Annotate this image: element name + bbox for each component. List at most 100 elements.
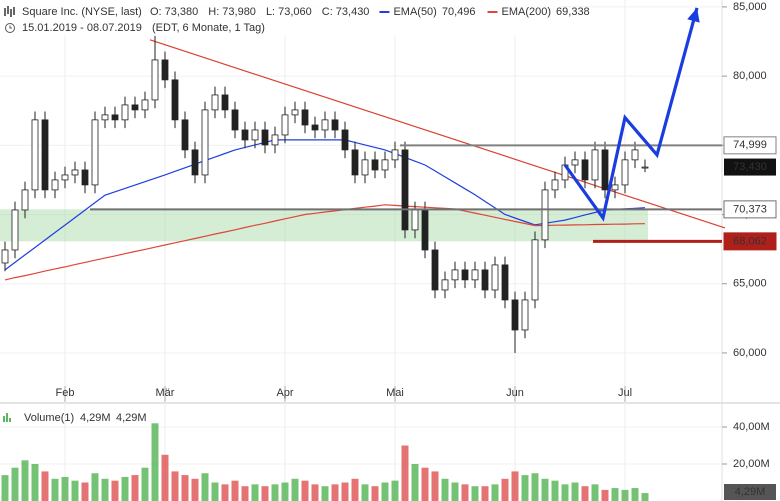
volume-bar — [281, 482, 289, 501]
candle-body — [581, 159, 589, 181]
candle-body — [191, 149, 199, 176]
volume-bar — [541, 478, 549, 501]
volume-bar — [321, 486, 329, 501]
volume-bar — [71, 480, 79, 501]
volume-bar — [411, 464, 419, 501]
candle-body — [431, 249, 439, 291]
x-tick-label: Jul — [618, 387, 632, 399]
candle-body — [291, 109, 299, 116]
volume-bar — [61, 476, 69, 501]
volume-bar — [81, 482, 89, 501]
y-tick-label: 60,000 — [733, 347, 767, 359]
candle-body — [251, 129, 259, 141]
volume-bar — [361, 484, 369, 501]
y-tick-label: 20,00M — [733, 458, 770, 470]
candle-body — [351, 149, 359, 176]
candle-body — [611, 184, 619, 191]
volume-bar — [251, 484, 259, 501]
candle-body — [311, 124, 319, 131]
volume-bar — [521, 475, 529, 501]
candle-body — [521, 299, 529, 331]
candle-body — [551, 179, 559, 191]
legend-value: 69,338 — [556, 6, 590, 18]
candle-body — [371, 159, 379, 171]
ema-line — [4, 204, 646, 281]
volume-bar — [471, 486, 479, 501]
candle-body — [71, 169, 79, 176]
candle-body — [121, 104, 129, 121]
volume-bar — [201, 473, 209, 501]
candle-body — [1, 249, 9, 264]
candle-body — [41, 119, 49, 191]
volume-bar — [301, 480, 309, 501]
header-bg — [0, 0, 560, 36]
volume-bar — [621, 489, 629, 501]
level-label: 70,373 — [733, 203, 767, 215]
volume-bar — [561, 484, 569, 501]
candle-body — [471, 269, 479, 281]
last-volume-label: 4,29M — [735, 486, 766, 498]
candle-body — [21, 189, 29, 211]
candle-body — [51, 179, 59, 191]
volume-bar — [341, 482, 349, 501]
candle-body — [261, 129, 269, 146]
volume-bar — [491, 484, 499, 501]
volume-bar — [161, 454, 169, 501]
volume-bar — [11, 467, 19, 501]
candle-body — [561, 164, 569, 181]
x-tick-label: Jun — [506, 387, 524, 399]
legend-name: EMA(200) — [502, 6, 552, 18]
arrow — [563, 7, 699, 222]
quote-name: L: — [266, 6, 275, 18]
last-volume-box — [724, 484, 776, 500]
candle-body — [171, 79, 179, 121]
candle-body — [451, 269, 459, 281]
volume-bar — [571, 482, 579, 501]
quote: O: 73,380 H: 73,980 L: 73,060 C: 73,430 EMA(50) 7… — [150, 6, 590, 18]
volume-header: Volume(1) 4,29M 4,29M — [3, 412, 147, 424]
candle-body — [301, 109, 309, 126]
volume-bar — [591, 484, 599, 501]
range: 15.01.2019 - 08.07.2019 — [22, 22, 142, 34]
trendline — [149, 39, 726, 229]
volume-bar — [291, 478, 299, 501]
volume-bar — [111, 480, 119, 501]
volume-bar — [511, 471, 519, 501]
y-tick-label: 80,000 — [733, 70, 767, 82]
candle-body — [131, 104, 139, 111]
volume-bar — [181, 475, 189, 501]
candle-body — [391, 149, 399, 161]
volume-bar — [101, 478, 109, 501]
volume-bar — [271, 484, 279, 501]
volume-value: 4,29M — [80, 412, 111, 424]
level-box — [723, 136, 777, 155]
y-tick-label: 65,000 — [733, 278, 767, 290]
candle-body — [631, 149, 639, 161]
candle-body — [161, 59, 169, 81]
x-tick-label: Apr — [276, 387, 293, 399]
header: Square Inc. (NYSE, last) 15.01.2019 - 08… — [0, 0, 590, 36]
volume-bar — [531, 473, 539, 501]
volume-bar — [51, 478, 59, 501]
candle-body — [281, 114, 289, 136]
volume-bar — [481, 486, 489, 501]
level-box — [723, 200, 777, 219]
volume-bar — [421, 467, 429, 501]
candle-body — [231, 109, 239, 131]
quote-value: 73,380 — [165, 6, 199, 18]
candle-body — [111, 114, 119, 121]
candle-body — [601, 149, 609, 191]
candle-body — [341, 129, 349, 151]
candle-body — [61, 174, 69, 181]
icon — [4, 6, 15, 17]
y-tick-label: 40,00M — [733, 421, 770, 433]
volume-bar — [551, 480, 559, 501]
candle-body — [361, 159, 369, 176]
volume-bar — [451, 482, 459, 501]
volume-value: 4,29M — [116, 412, 147, 424]
quote-value: 73,430 — [336, 6, 370, 18]
candle-body — [81, 169, 89, 186]
candle-body — [641, 166, 649, 169]
candle-body — [211, 94, 219, 111]
